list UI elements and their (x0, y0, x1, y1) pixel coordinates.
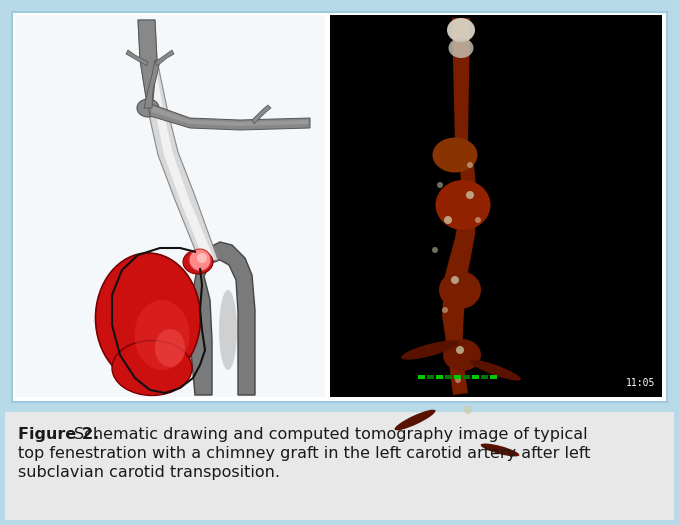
Polygon shape (144, 60, 160, 108)
Ellipse shape (443, 339, 481, 371)
Circle shape (451, 276, 459, 284)
Polygon shape (126, 50, 148, 66)
FancyBboxPatch shape (12, 12, 667, 402)
Text: 11:05: 11:05 (625, 378, 655, 388)
Ellipse shape (134, 300, 189, 370)
Circle shape (467, 162, 473, 168)
FancyBboxPatch shape (490, 375, 497, 379)
FancyBboxPatch shape (5, 412, 674, 520)
Polygon shape (148, 103, 310, 130)
Circle shape (455, 377, 461, 383)
Ellipse shape (183, 250, 213, 274)
Circle shape (444, 216, 452, 224)
Ellipse shape (447, 18, 475, 42)
FancyBboxPatch shape (436, 375, 443, 379)
Polygon shape (138, 20, 157, 110)
FancyBboxPatch shape (472, 375, 479, 379)
Ellipse shape (469, 360, 521, 381)
Circle shape (464, 406, 472, 414)
Ellipse shape (96, 253, 200, 383)
Circle shape (189, 249, 211, 271)
Text: Figure 2.: Figure 2. (18, 427, 105, 442)
Circle shape (456, 346, 464, 354)
FancyBboxPatch shape (463, 375, 470, 379)
Polygon shape (150, 105, 308, 126)
FancyBboxPatch shape (445, 375, 452, 379)
Text: top fenestration with a chimney graft in the left carotid artery after left: top fenestration with a chimney graft in… (18, 446, 591, 461)
Ellipse shape (439, 271, 481, 309)
Ellipse shape (449, 38, 473, 58)
Ellipse shape (435, 180, 490, 230)
FancyBboxPatch shape (454, 375, 461, 379)
Text: subclavian carotid transposition.: subclavian carotid transposition. (18, 465, 280, 480)
Polygon shape (190, 242, 255, 395)
Ellipse shape (219, 290, 237, 370)
Circle shape (442, 307, 448, 313)
Circle shape (466, 191, 474, 199)
Polygon shape (138, 20, 218, 262)
Circle shape (475, 217, 481, 223)
Polygon shape (252, 105, 271, 124)
Polygon shape (148, 22, 214, 260)
FancyBboxPatch shape (418, 375, 425, 379)
Ellipse shape (112, 341, 192, 395)
Ellipse shape (394, 410, 435, 430)
FancyBboxPatch shape (330, 15, 662, 397)
Text: Schematic drawing and computed tomography image of typical: Schematic drawing and computed tomograph… (74, 427, 587, 442)
Polygon shape (155, 50, 174, 66)
Polygon shape (442, 18, 477, 395)
Ellipse shape (401, 340, 459, 360)
Ellipse shape (481, 444, 519, 456)
Ellipse shape (137, 99, 159, 117)
FancyBboxPatch shape (3, 6, 676, 410)
Ellipse shape (155, 329, 185, 367)
FancyBboxPatch shape (15, 15, 325, 397)
Circle shape (437, 182, 443, 188)
FancyBboxPatch shape (481, 375, 488, 379)
FancyBboxPatch shape (427, 375, 434, 379)
Ellipse shape (433, 138, 477, 173)
Circle shape (197, 253, 207, 263)
Circle shape (432, 247, 438, 253)
